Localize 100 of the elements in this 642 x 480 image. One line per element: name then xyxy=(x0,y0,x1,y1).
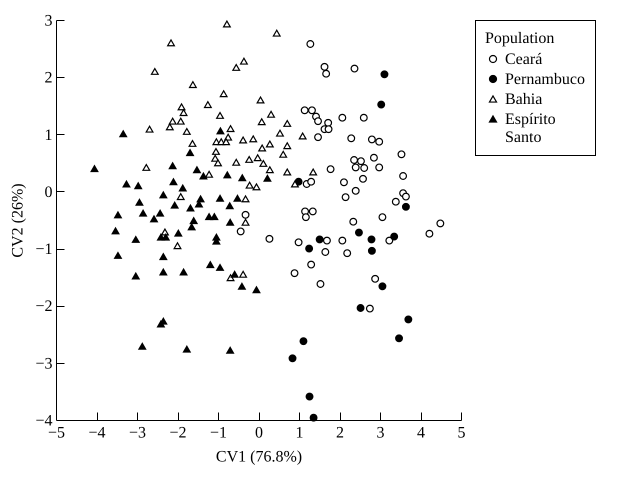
point xyxy=(222,138,230,146)
point xyxy=(378,282,386,290)
y-tick-label: 2 xyxy=(44,70,52,87)
point xyxy=(182,128,191,135)
point xyxy=(310,414,318,422)
point xyxy=(380,70,388,78)
y-tick-label: −3 xyxy=(35,355,52,372)
point xyxy=(159,191,168,198)
point xyxy=(402,192,410,201)
point xyxy=(214,159,222,166)
point xyxy=(146,126,154,133)
point xyxy=(390,232,398,241)
point xyxy=(347,134,356,142)
point xyxy=(139,210,148,217)
point xyxy=(150,215,158,222)
point xyxy=(242,195,250,202)
point xyxy=(132,236,140,243)
point xyxy=(254,154,262,162)
point xyxy=(356,304,365,312)
point xyxy=(239,270,248,278)
point xyxy=(180,268,188,276)
point xyxy=(266,140,274,148)
point xyxy=(239,136,248,144)
point xyxy=(168,118,177,125)
point xyxy=(216,264,224,271)
point xyxy=(199,172,208,180)
point xyxy=(188,81,197,88)
point xyxy=(300,106,309,114)
point xyxy=(150,68,159,75)
point xyxy=(167,39,175,46)
x-tick-label: −1 xyxy=(210,424,228,442)
point xyxy=(223,171,232,178)
point xyxy=(425,230,434,238)
point xyxy=(159,268,168,276)
point xyxy=(135,198,144,206)
point xyxy=(322,236,331,245)
x-tick-label: −2 xyxy=(169,424,187,442)
point xyxy=(314,117,322,126)
point xyxy=(119,130,128,138)
x-tick-label: 0 xyxy=(255,424,263,442)
point xyxy=(368,235,376,244)
legend-label: Pernambuco xyxy=(505,71,585,88)
point xyxy=(246,182,254,189)
point xyxy=(283,120,292,127)
point xyxy=(242,210,250,219)
point xyxy=(307,178,316,186)
point xyxy=(290,269,298,278)
point xyxy=(398,150,406,158)
point xyxy=(170,202,179,209)
point xyxy=(392,198,400,206)
point xyxy=(402,202,410,211)
point xyxy=(216,127,224,134)
point xyxy=(436,219,444,228)
point xyxy=(166,123,174,130)
point xyxy=(90,165,98,172)
point xyxy=(324,125,333,134)
point xyxy=(230,270,239,278)
point xyxy=(134,182,142,190)
point xyxy=(159,253,168,260)
point xyxy=(290,180,299,188)
point xyxy=(404,315,412,324)
point xyxy=(138,342,146,350)
point xyxy=(375,163,384,172)
point xyxy=(232,64,240,71)
point xyxy=(259,160,268,167)
point xyxy=(256,96,264,104)
point xyxy=(320,62,328,71)
point xyxy=(232,158,240,166)
y-tick-label: 1 xyxy=(44,126,52,144)
legend-label: Espírito Santo xyxy=(505,111,556,146)
point xyxy=(211,154,220,162)
point xyxy=(298,132,307,140)
point xyxy=(226,125,235,132)
point xyxy=(258,118,266,126)
point xyxy=(182,346,191,353)
legend-label: Bahia xyxy=(505,91,542,108)
x-tick-label: −4 xyxy=(88,424,106,442)
point xyxy=(174,230,182,237)
y-tick-label: −1 xyxy=(35,241,52,258)
point xyxy=(306,392,314,401)
point xyxy=(316,235,324,244)
point xyxy=(252,286,260,294)
point xyxy=(307,260,316,269)
point xyxy=(245,156,254,163)
point xyxy=(360,164,368,172)
point xyxy=(156,210,164,217)
point xyxy=(378,213,386,222)
y-tick-label: 0 xyxy=(44,184,52,201)
point xyxy=(190,217,198,224)
point xyxy=(236,227,245,236)
point xyxy=(192,166,201,174)
point xyxy=(338,114,346,122)
point xyxy=(395,334,403,342)
point xyxy=(186,204,194,212)
point xyxy=(350,64,358,73)
point xyxy=(196,195,205,202)
point xyxy=(114,252,122,259)
point xyxy=(366,304,374,313)
point xyxy=(180,109,188,116)
point xyxy=(204,101,212,108)
